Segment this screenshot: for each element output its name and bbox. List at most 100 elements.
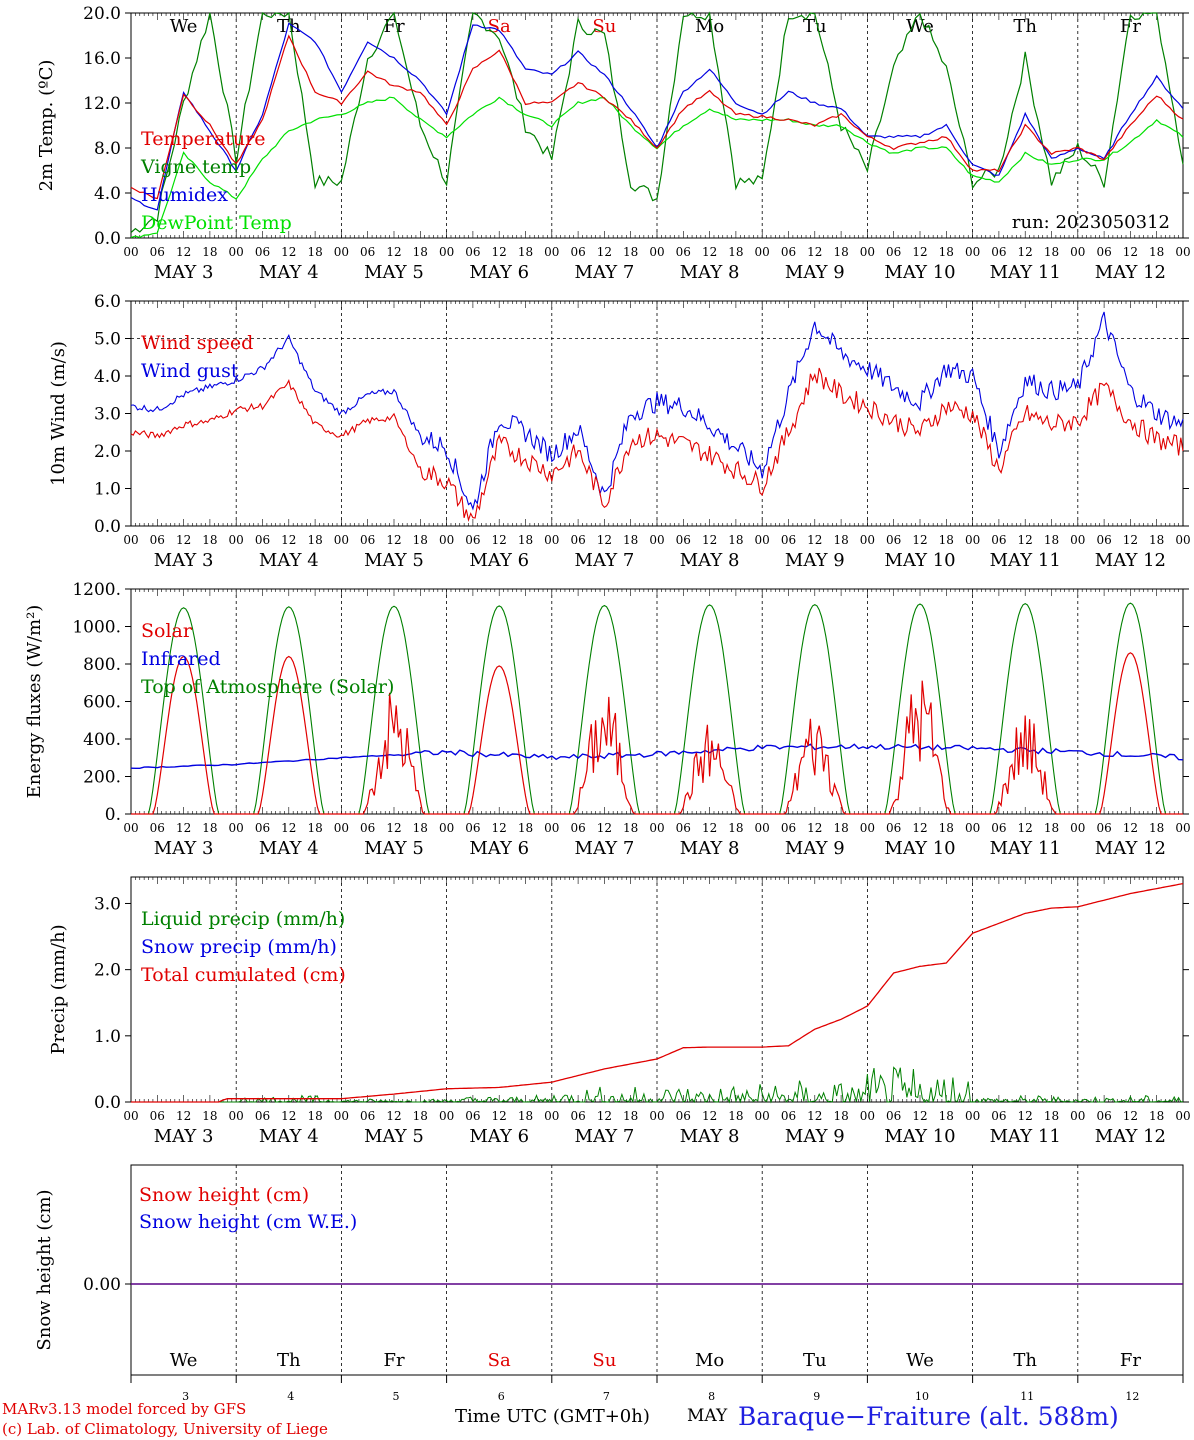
hour-tick-label: 12: [281, 245, 296, 259]
hour-tick-label: 18: [833, 821, 848, 835]
hour-tick-label: 00: [1070, 245, 1085, 259]
hour-tick-label: 00: [649, 821, 664, 835]
run-label: run: 2023050312: [1012, 212, 1170, 233]
x-axis-title: Time UTC (GMT+0h): [455, 1406, 650, 1427]
series-line-liquid-precip: [131, 1066, 1183, 1104]
hour-tick-label: 06: [570, 821, 585, 835]
date-tick-label: MAY 11: [990, 1126, 1061, 1147]
hour-tick-label: 00: [229, 245, 244, 259]
hour-tick-label: 18: [518, 821, 533, 835]
hour-tick-label: 06: [1096, 245, 1111, 259]
date-tick-label: MAY 7: [575, 550, 635, 571]
hour-tick-label: 12: [597, 533, 612, 547]
hour-tick-label: 06: [360, 1109, 375, 1123]
hour-tick-label: 00: [123, 821, 138, 835]
date-tick-label: MAY 10: [884, 262, 955, 283]
hour-tick-label: 06: [886, 821, 901, 835]
date-tick-label: MAY 9: [785, 1126, 845, 1147]
day-number-label: 9: [813, 1390, 820, 1403]
date-tick-label: MAY 10: [884, 1126, 955, 1147]
hour-tick-label: 00: [439, 533, 454, 547]
hour-tick-label: 06: [360, 245, 375, 259]
hour-tick-label: 18: [518, 1109, 533, 1123]
hour-tick-label: 12: [807, 245, 822, 259]
y-tick-label: 0.0: [94, 517, 121, 537]
y-axis-title: Energy fluxes (W/m²): [24, 605, 45, 799]
hour-tick-label: 06: [781, 245, 796, 259]
day-number-label: 10: [915, 1390, 929, 1403]
series-line-infrared: [130, 743, 1184, 769]
y-tick-label: 1.0: [94, 1027, 121, 1047]
weekday-label: We: [170, 16, 198, 37]
hour-tick-label: 12: [807, 533, 822, 547]
date-tick-label: MAY 11: [990, 262, 1061, 283]
hour-tick-label: 18: [413, 533, 428, 547]
hour-tick-label: 18: [1149, 1109, 1164, 1123]
hour-tick-label: 18: [728, 821, 743, 835]
legend-entry: Vigne temp: [140, 156, 251, 178]
date-tick-label: MAY 10: [884, 550, 955, 571]
month-label: MAY: [687, 1406, 728, 1426]
date-tick-label: MAY 6: [469, 262, 529, 283]
date-tick-label: MAY 5: [364, 838, 424, 859]
date-tick-label: MAY 12: [1095, 550, 1166, 571]
hour-tick-label: 00: [544, 1109, 559, 1123]
y-tick-label: 0.0: [94, 229, 121, 249]
legend-entry: Infrared: [141, 648, 221, 670]
legend-entry: Total cumulated (cm): [141, 964, 346, 986]
date-tick-label: MAY 12: [1095, 838, 1166, 859]
model-credit: MARv3.13 model forced by GFS: [2, 1400, 247, 1418]
series-line-wind-gust: [130, 311, 1184, 511]
y-tick-label: 1200.: [72, 580, 121, 600]
hour-tick-label: 06: [150, 533, 165, 547]
hour-tick-label: 00: [755, 821, 770, 835]
y-tick-label: 0.0: [94, 1093, 121, 1113]
hour-tick-label: 12: [912, 1109, 927, 1123]
hour-tick-label: 12: [702, 533, 717, 547]
hour-tick-label: 12: [176, 821, 191, 835]
date-tick-label: MAY 7: [575, 262, 635, 283]
date-tick-label: MAY 8: [680, 838, 740, 859]
hour-tick-label: 06: [886, 1109, 901, 1123]
weekday-label: Sa: [488, 16, 511, 37]
weekday-label: We: [906, 16, 934, 37]
legend-entry: Temperature: [141, 128, 265, 150]
copyright-credit: (c) Lab. of Climatology, University of L…: [2, 1420, 328, 1438]
weekday-label: Th: [277, 16, 301, 37]
hour-tick-label: 00: [1175, 1109, 1190, 1123]
date-tick-label: MAY 9: [785, 262, 845, 283]
hour-tick-label: 18: [307, 1109, 322, 1123]
hour-tick-label: 12: [912, 245, 927, 259]
y-tick-label: 6.0: [94, 292, 121, 312]
date-tick-label: MAY 4: [259, 838, 319, 859]
hour-tick-label: 00: [334, 245, 349, 259]
hour-tick-label: 06: [676, 1109, 691, 1123]
date-tick-label: MAY 3: [154, 550, 214, 571]
hour-tick-label: 12: [912, 821, 927, 835]
hour-tick-label: 12: [281, 533, 296, 547]
date-tick-label: MAY 8: [680, 1126, 740, 1147]
weekday-label: Mo: [695, 1350, 724, 1371]
hour-tick-label: 12: [807, 1109, 822, 1123]
day-number-label: 4: [287, 1390, 294, 1403]
hour-tick-label: 00: [965, 1109, 980, 1123]
hour-tick-label: 00: [544, 245, 559, 259]
hour-tick-label: 06: [676, 245, 691, 259]
date-tick-label: MAY 6: [469, 838, 529, 859]
day-number-label: 6: [498, 1390, 505, 1403]
hour-tick-label: 18: [1044, 1109, 1059, 1123]
weekday-label: Sa: [488, 1350, 511, 1371]
legend-entry: Solar: [141, 620, 193, 642]
hour-tick-label: 00: [439, 245, 454, 259]
hour-tick-label: 18: [833, 1109, 848, 1123]
hour-tick-label: 00: [123, 245, 138, 259]
hour-tick-label: 18: [413, 245, 428, 259]
hour-tick-label: 12: [912, 533, 927, 547]
hour-tick-label: 18: [307, 245, 322, 259]
date-tick-label: MAY 8: [680, 550, 740, 571]
date-tick-label: MAY 5: [364, 1126, 424, 1147]
hour-tick-label: 12: [386, 1109, 401, 1123]
hour-tick-label: 12: [281, 1109, 296, 1123]
hour-tick-label: 00: [755, 245, 770, 259]
date-tick-label: MAY 6: [469, 1126, 529, 1147]
